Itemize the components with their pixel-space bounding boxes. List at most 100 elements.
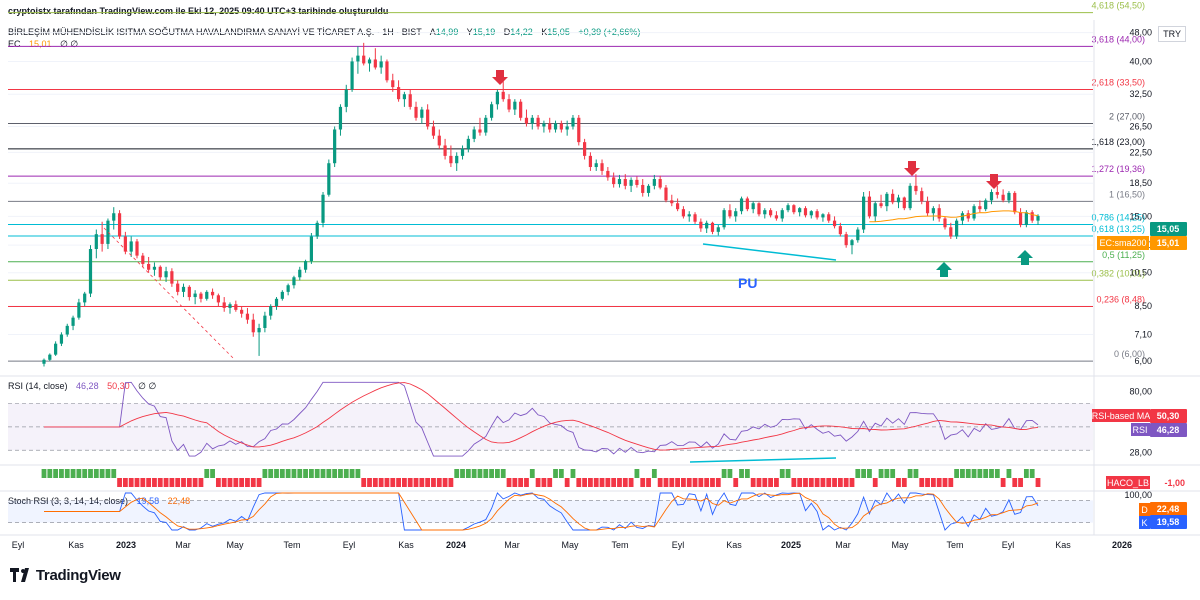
haco-bar [803, 478, 808, 487]
candle-body [240, 309, 244, 314]
ma-value-badge: 15,01 [1157, 238, 1180, 248]
haco-bar [588, 478, 593, 487]
haco-bar [989, 469, 994, 478]
candle-body [228, 304, 232, 308]
dashed-trendline [103, 227, 236, 361]
candle-body [763, 210, 767, 215]
haco-bar [960, 469, 965, 478]
x-tick-label: May [561, 540, 579, 550]
candle-body [734, 211, 738, 217]
candle-body [65, 325, 69, 335]
candle-body [280, 291, 284, 299]
haco-bar [901, 478, 907, 487]
candle-body [269, 306, 273, 316]
haco-bar [855, 469, 861, 478]
candle-body [588, 155, 593, 168]
last-price-badge: 15,05 [1157, 224, 1180, 234]
down-arrow-icon [904, 161, 920, 176]
haco-bar [332, 469, 338, 478]
haco-bar [686, 478, 692, 487]
haco-bar [808, 478, 814, 487]
rsi-ma-badge-bg [1150, 409, 1187, 423]
stoch-k-badge-bg [1150, 515, 1187, 529]
haco-bar [605, 478, 611, 487]
haco-bar [419, 478, 425, 487]
haco-bar [779, 469, 785, 478]
haco-bar [919, 478, 925, 487]
haco-bar [134, 478, 140, 487]
currency-badge[interactable]: TRY [1158, 26, 1186, 42]
y-tick-label: 32,50 [1129, 89, 1152, 99]
haco-bar [495, 469, 500, 478]
haco-bar [448, 478, 454, 487]
haco-bar [349, 469, 355, 478]
ec-label[interactable]: EC [8, 39, 21, 49]
haco-bar [198, 478, 204, 487]
symbol-name[interactable]: BİRLEŞİM MÜHENDİSLİK ISITMA SOĞUTMA HAVA… [8, 27, 422, 37]
x-tick-label: Eyl [343, 540, 356, 550]
haco-bar [617, 478, 622, 487]
fib-level-label: 1,272 (19,36) [1091, 164, 1145, 174]
candle-body [489, 104, 494, 118]
candle-body [147, 263, 151, 270]
candle-body [338, 106, 343, 130]
candle-body [292, 277, 296, 286]
candle-body [1030, 212, 1034, 221]
candle-body [443, 145, 447, 156]
candle-body [205, 291, 209, 299]
haco-bar [407, 478, 413, 487]
rsi-ma-line [44, 382, 1039, 451]
candle-body [356, 55, 360, 62]
pu-annotation: PU [738, 275, 757, 291]
haco-bar [1035, 478, 1041, 487]
rsi-ma-label: RSI-based MA [1092, 411, 1151, 421]
x-tick-label: Kas [68, 540, 84, 550]
candle-body [856, 229, 860, 241]
rsi-label-bg [1131, 423, 1150, 436]
haco-bar [640, 478, 646, 487]
fib-level-label: 3,618 (44,00) [1091, 34, 1145, 44]
candle-body [885, 193, 889, 207]
haco-bar [76, 469, 82, 478]
candle-body [234, 304, 238, 310]
last-price-badge-bg [1150, 222, 1187, 236]
fib-level-label: 0,786 (14,25) [1091, 212, 1145, 222]
haco-bar [512, 478, 518, 487]
stoch-band [8, 500, 1093, 523]
haco-bar [291, 469, 297, 478]
candle-body [48, 354, 52, 360]
candle-body [635, 179, 639, 185]
rsi-title[interactable]: RSI (14, close) [8, 381, 68, 391]
haco-bar [239, 478, 245, 487]
candle-body [844, 234, 848, 246]
haco-bar [483, 469, 489, 478]
candle-body [245, 313, 250, 320]
haco-bar [308, 469, 314, 478]
candle-body [152, 266, 157, 270]
haco-bar [837, 478, 843, 487]
haco-bar [646, 478, 651, 487]
stoch-d-tag: D [1141, 505, 1148, 515]
candle-body [210, 291, 215, 296]
candle-body [995, 192, 999, 195]
x-tick-label: Eyl [1002, 540, 1015, 550]
ma-line [869, 210, 1039, 223]
haco-label-bg [1106, 476, 1150, 489]
haco-bar [326, 469, 332, 478]
candle-body [937, 208, 941, 219]
x-tick-label: Tem [946, 540, 963, 550]
haco-bar [82, 469, 88, 478]
stoch-title[interactable]: Stoch RSI (3, 3, 14, 14, close) [8, 496, 129, 506]
haco-bar [274, 469, 279, 478]
haco-bar [169, 478, 175, 487]
haco-bar [41, 469, 47, 478]
candle-body [158, 266, 162, 278]
up-arrow-icon [1017, 250, 1033, 265]
candle-body [123, 236, 127, 252]
haco-bar [471, 469, 477, 478]
candle-body [693, 214, 697, 222]
y-tick-label: 26,50 [1129, 121, 1152, 131]
haco-bar [529, 469, 535, 478]
candle-body [559, 123, 563, 130]
